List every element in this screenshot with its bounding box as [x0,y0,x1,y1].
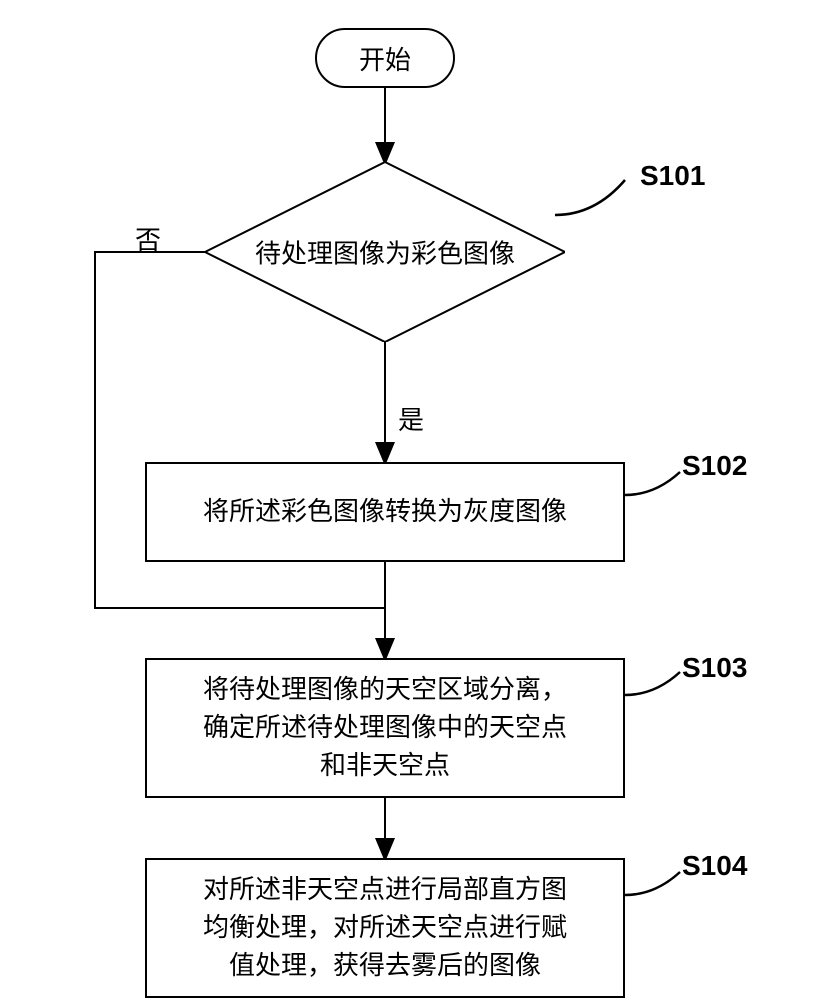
node-s102: 将所述彩色图像转换为灰度图像 [145,462,625,562]
s102-text: 将所述彩色图像转换为灰度图像 [203,493,567,531]
step-label-s104: S104 [682,850,747,882]
step-label-s102: S102 [682,450,747,482]
node-s103: 将待处理图像的天空区域分离， 确定所述待处理图像中的天空点 和非天空点 [145,658,625,798]
node-s104: 对所述非天空点进行局部直方图 均衡处理，对所述天空点进行赋 值处理，获得去雾后的… [145,858,625,998]
flowchart-canvas: 开始 待处理图像为彩色图像 将所述彩色图像转换为灰度图像 将待处理图像的天空区域… [0,0,825,1000]
start-label: 开始 [359,40,411,77]
callout-s101 [555,180,625,215]
edge-label-yes: 是 [398,400,424,437]
node-decision: 待处理图像为彩色图像 [205,162,565,342]
step-label-s101: S101 [640,160,705,192]
callout-s103 [625,672,680,695]
s104-text: 对所述非天空点进行局部直方图 均衡处理，对所述天空点进行赋 值处理，获得去雾后的… [203,871,567,984]
callout-s104 [625,872,680,895]
node-start: 开始 [315,28,455,88]
step-label-s103: S103 [682,652,747,684]
callout-s102 [625,472,680,495]
edge-label-no: 否 [135,220,161,257]
decision-label: 待处理图像为彩色图像 [205,234,565,271]
s103-text: 将待处理图像的天空区域分离， 确定所述待处理图像中的天空点 和非天空点 [203,671,567,784]
